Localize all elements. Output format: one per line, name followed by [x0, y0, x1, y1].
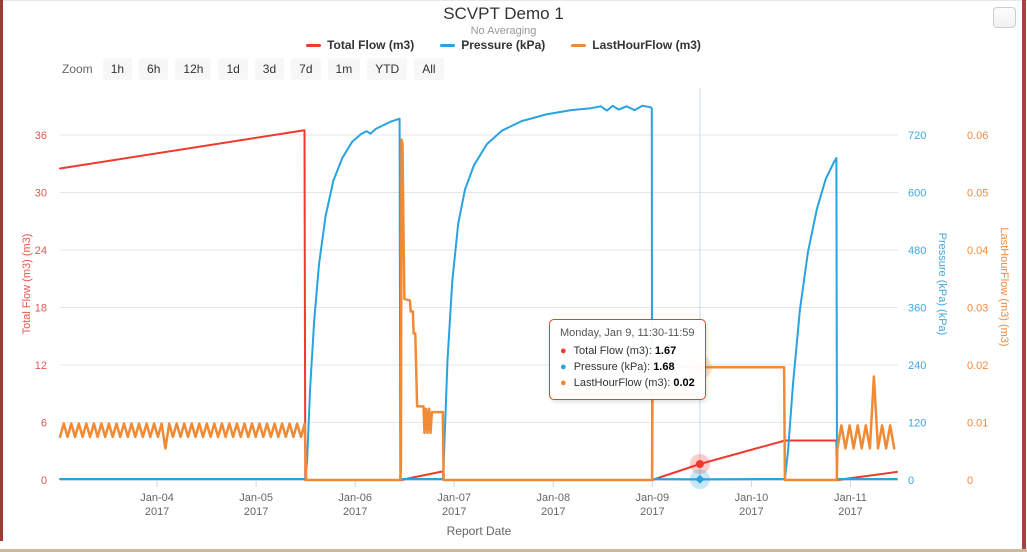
- y-axis-tick-label-total_flow: 36: [35, 130, 47, 142]
- x-axis-tick-label: Jan-05: [239, 492, 273, 504]
- series-bullet-icon: ●: [560, 377, 567, 389]
- y-axis-tick-label-total_flow: 6: [41, 418, 47, 430]
- y-axis-tick-label-pressure: 120: [908, 418, 926, 430]
- y-axis-tick-label-lasthourflow: 0.06: [967, 130, 988, 142]
- legend-line-icon: [306, 43, 322, 47]
- zoom-button-12h[interactable]: 12h: [175, 58, 212, 80]
- y-axis-tick-label-total_flow: 18: [35, 303, 47, 315]
- y-axis-tick-label-total_flow: 30: [35, 188, 47, 200]
- tooltip-series-label: LastHourFlow (m3):: [570, 377, 674, 389]
- x-axis-tick-year: 2017: [541, 506, 565, 518]
- zoom-toolbar-label: Zoom: [62, 62, 93, 76]
- y-axis-tick-label-pressure: 480: [908, 245, 926, 257]
- zoom-button-7d[interactable]: 7d: [291, 58, 321, 80]
- page-border-top: [0, 0, 1027, 1]
- zoom-buttons-group: 1h 6h 12h 1d 3d 7d 1m YTD All: [102, 58, 451, 80]
- y-axis-tick-label-pressure: 360: [908, 303, 926, 315]
- y-axis-tick-label-pressure: 240: [908, 360, 926, 372]
- x-axis-tick-label: Jan-09: [636, 492, 670, 504]
- y-axis-title-total_flow: Total Flow (m3) (m3): [21, 234, 33, 335]
- y-axis-tick-label-pressure: 720: [908, 130, 926, 142]
- legend-label: Total Flow (m3): [327, 38, 415, 52]
- legend-line-icon: [571, 43, 587, 47]
- tooltip-date-header: Monday, Jan 9, 11:30-11:59: [560, 327, 695, 339]
- y-axis-tick-label-total_flow: 0: [41, 475, 47, 487]
- x-axis-tick-label: Jan-06: [338, 492, 372, 504]
- hover-marker-diamond[interactable]: [695, 474, 705, 484]
- y-axis-title-pressure: Pressure (kPa) (kPa): [936, 233, 948, 336]
- page-border-left: [0, 0, 3, 541]
- page-border-right: [1022, 0, 1026, 552]
- chart-title: SCVPT Demo 1: [443, 4, 564, 23]
- legend-item-pressure[interactable]: Pressure (kPa): [440, 38, 545, 52]
- y-axis-tick-label-lasthourflow: 0.05: [967, 188, 988, 200]
- zoom-button-all[interactable]: All: [414, 58, 444, 80]
- x-axis-tick-year: 2017: [442, 506, 466, 518]
- chart-tooltip: Monday, Jan 9, 11:30-11:59 ● Total Flow …: [549, 319, 706, 400]
- x-axis-title: Report Date: [447, 524, 512, 538]
- tooltip-series-value: 0.02: [673, 377, 695, 389]
- legend-line-icon: [440, 43, 456, 47]
- tooltip-row: ● LastHourFlow (m3): 0.02: [560, 375, 695, 391]
- zoom-button-1m[interactable]: 1m: [327, 58, 361, 80]
- x-axis-tick-year: 2017: [739, 506, 763, 518]
- y-axis-tick-label-total_flow: 24: [35, 245, 47, 257]
- chart-legend: Total Flow (m3) Pressure (kPa) LastHourF…: [0, 38, 1007, 52]
- page-border-bottom: [0, 549, 1027, 552]
- y-axis-tick-label-total_flow: 12: [35, 360, 47, 372]
- chart-subtitle: No Averaging: [470, 25, 537, 37]
- x-axis-tick-label: Jan-11: [834, 492, 867, 504]
- x-axis-tick-year: 2017: [838, 506, 862, 518]
- y-axis-tick-label-pressure: 600: [908, 188, 926, 200]
- y-axis-tick-label-lasthourflow: 0.03: [967, 303, 988, 315]
- series-line-pressure: [59, 104, 898, 481]
- y-axis-tick-label-lasthourflow: 0.02: [967, 360, 988, 372]
- zoom-toolbar: Zoom 1h 6h 12h 1d 3d 7d 1m YTD All: [62, 58, 451, 80]
- tooltip-row: ● Pressure (kPa): 1.68: [560, 359, 695, 375]
- x-axis-tick-year: 2017: [343, 506, 367, 518]
- legend-item-total-flow[interactable]: Total Flow (m3): [306, 38, 414, 52]
- y-axis-tick-label-lasthourflow: 0.01: [967, 418, 988, 430]
- x-axis-tick-label: Jan-08: [536, 492, 570, 504]
- x-axis-tick-year: 2017: [640, 506, 664, 518]
- tooltip-series-label: Pressure (kPa):: [570, 361, 654, 373]
- y-axis-title-lasthourflow: LastHourFlow (m3) (m3): [998, 227, 1010, 346]
- legend-item-lasthourflow[interactable]: LastHourFlow (m3): [571, 38, 701, 52]
- x-axis-tick-label: Jan-10: [735, 492, 769, 504]
- x-axis-tick-year: 2017: [145, 506, 169, 518]
- y-axis-tick-label-lasthourflow: 0: [967, 475, 973, 487]
- tooltip-series-label: Total Flow (m3):: [570, 345, 655, 357]
- tooltip-row: ● Total Flow (m3): 1.67: [560, 343, 695, 359]
- zoom-button-6h[interactable]: 6h: [139, 58, 169, 80]
- tooltip-series-value: 1.67: [654, 345, 677, 357]
- x-axis-tick-label: Jan-04: [140, 492, 174, 504]
- plot-area[interactable]: [60, 88, 898, 480]
- series-bullet-icon: ●: [560, 345, 567, 357]
- x-axis-tick-label: Jan-07: [437, 492, 471, 504]
- zoom-button-3d[interactable]: 3d: [254, 58, 285, 80]
- zoom-button-1d[interactable]: 1d: [218, 58, 248, 80]
- zoom-button-ytd[interactable]: YTD: [367, 58, 408, 80]
- legend-label: LastHourFlow (m3): [592, 38, 701, 52]
- series-bullet-icon: ●: [560, 361, 567, 373]
- hover-marker-circle[interactable]: [695, 459, 704, 468]
- legend-label: Pressure (kPa): [461, 38, 546, 52]
- y-axis-tick-label-pressure: 0: [908, 475, 914, 487]
- y-axis-tick-label-lasthourflow: 0.04: [967, 245, 988, 257]
- export-checkbox[interactable]: [993, 7, 1016, 28]
- tooltip-series-value: 1.68: [653, 361, 675, 373]
- x-axis-tick-year: 2017: [244, 506, 268, 518]
- zoom-button-1h[interactable]: 1h: [102, 58, 133, 80]
